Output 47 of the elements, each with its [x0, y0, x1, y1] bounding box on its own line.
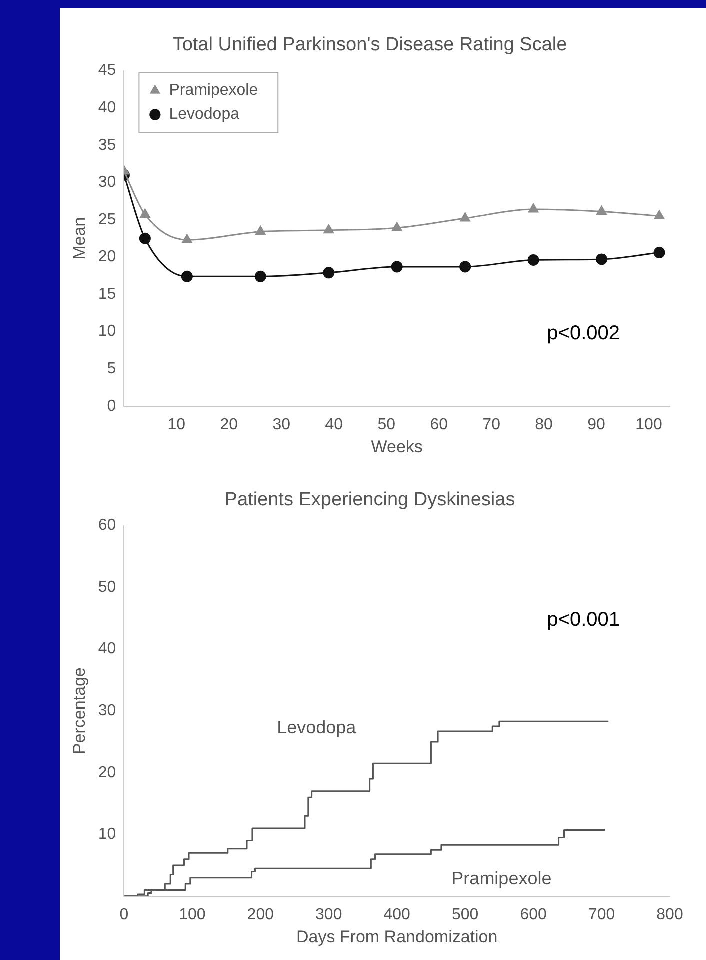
y-axis-title: Mean: [70, 217, 89, 260]
chart-title: Total Unified Parkinson's Disease Rating Scale: [172, 34, 568, 56]
y-tick-label: 50: [98, 578, 116, 596]
y-tick-label: 5: [107, 360, 116, 378]
y-tick-label: 25: [98, 211, 116, 228]
annotation: p<0.001: [547, 608, 620, 631]
x-axis-title: Weeks: [371, 437, 423, 456]
y-tick-label: 40: [98, 99, 116, 116]
x-tick-label: 200: [247, 906, 274, 924]
y-tick-label: 10: [98, 323, 116, 340]
x-tick-label: 100: [179, 906, 206, 924]
x-tick-label: 50: [378, 416, 396, 434]
x-tick-label: 80: [535, 416, 554, 434]
x-tick-label: 400: [384, 906, 411, 924]
x-tick-label: 600: [520, 906, 547, 924]
x-tick-label: 90: [588, 416, 606, 434]
y-tick-label: 20: [98, 248, 116, 266]
y-tick-label: 35: [98, 136, 116, 154]
series-label: Levodopa: [277, 718, 358, 738]
y-tick-label: 15: [98, 286, 116, 303]
x-tick-label: 60: [430, 416, 448, 434]
annotation: p<0.002: [547, 322, 620, 344]
x-axis-title: Days From Randomization: [296, 927, 498, 946]
x-tick-label: 30: [272, 416, 291, 434]
x-tick-label: 700: [588, 906, 616, 924]
x-tick-label: 70: [482, 416, 501, 434]
y-tick-label: 60: [98, 517, 116, 534]
y-tick-label: 30: [98, 702, 116, 720]
x-tick-label: 10: [168, 416, 186, 434]
y-tick-label: 30: [98, 174, 116, 192]
x-tick-label: 500: [452, 906, 479, 924]
x-tick-label: 0: [120, 906, 129, 924]
series-label: Pramipexole: [452, 868, 552, 888]
y-tick-label: 45: [98, 62, 116, 80]
x-tick-label: 100: [636, 416, 662, 434]
x-tick-label: 800: [656, 906, 684, 924]
x-tick-label: 20: [220, 416, 238, 434]
y-axis-title: Percentage: [70, 668, 89, 755]
legend-label: Levodopa: [169, 106, 240, 124]
y-tick-label: 40: [98, 640, 116, 658]
x-tick-label: 40: [325, 416, 344, 434]
y-tick-label: 10: [98, 826, 116, 844]
x-tick-label: 300: [316, 906, 342, 924]
chart-title: Patients Experiencing Dyskinesias: [224, 490, 516, 511]
y-tick-label: 20: [98, 764, 116, 782]
y-tick-label: 0: [107, 398, 116, 415]
legend-label: Pramipexole: [169, 82, 258, 100]
